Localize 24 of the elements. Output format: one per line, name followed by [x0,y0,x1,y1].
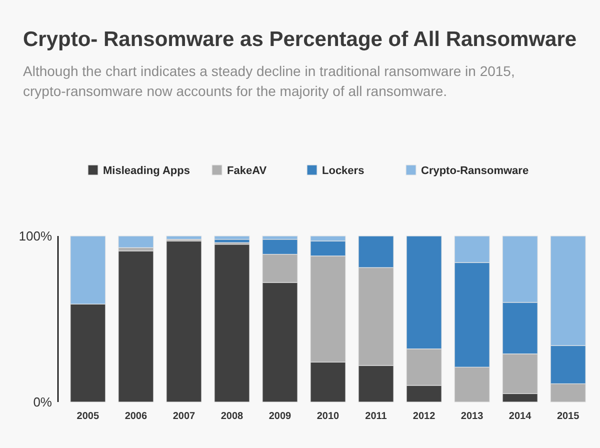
x-tick-label: 2006 [124,411,148,422]
x-tick-label: 2009 [268,411,292,422]
bar [118,236,154,248]
x-tick-label: 2010 [316,411,340,422]
x-tick-label: 2015 [556,411,580,422]
legend-label: Lockers [322,164,364,177]
chart-subtitle: Although the chart indicates a steady decline in traditional ransomware in 2015, crypto-ransomware now accounts for the majority of all ransomware. [23,63,515,99]
x-tick-label: 2007 [172,411,196,422]
x-tick-label: 2011 [365,411,388,422]
chart-title: Crypto- Ransomware as Percentage of All Ransomware [23,28,577,51]
legend-label: Misleading Apps [103,164,190,177]
x-tick-label: 2005 [76,411,100,422]
legend-label: Crypto-Ransomware [421,164,529,177]
bar [214,236,250,240]
legend-label: FakeAV [227,164,268,177]
bar [166,236,202,240]
x-tick-label: 2012 [412,411,436,422]
bar [118,250,154,402]
x-tick-label: 2013 [460,411,484,422]
x-tick-label: 2014 [508,411,532,422]
bar [166,240,202,402]
y-tick-label: 100% [18,228,52,244]
y-tick-label: 0% [33,394,52,410]
x-tick-label: 2008 [220,411,244,422]
